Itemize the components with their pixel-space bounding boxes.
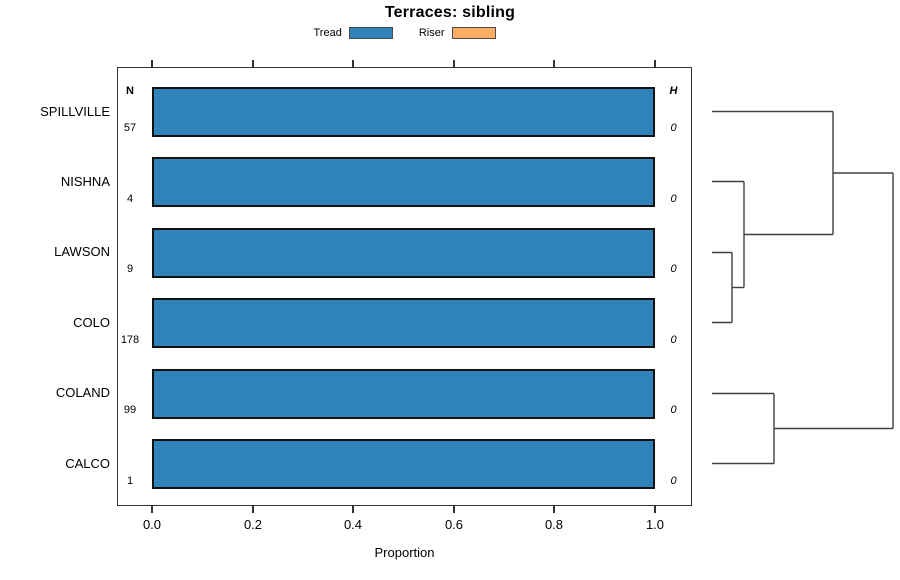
- tread-bar-nishna: [152, 157, 655, 207]
- n-value: 9: [126, 263, 134, 275]
- category-label-spillville: SPILLVILLE: [40, 104, 110, 119]
- n-value: 99: [123, 404, 137, 416]
- tread-bar-calco: [152, 439, 655, 489]
- legend-swatch-riser: [451, 27, 496, 39]
- x-tick-label: 1.0: [645, 517, 665, 532]
- tread-bar-coland: [152, 369, 655, 419]
- tread-bar-spillville: [152, 87, 655, 137]
- h-column-header: H: [669, 85, 678, 97]
- tread-bar-colo: [152, 298, 655, 348]
- axis-tick: [252, 506, 254, 513]
- axis-tick: [654, 60, 656, 67]
- axis-tick: [654, 506, 656, 513]
- n-value: 1: [126, 475, 134, 487]
- plot-frame: [117, 67, 692, 506]
- axis-tick: [151, 506, 153, 513]
- h-value: 0: [670, 334, 677, 346]
- n-value: 57: [123, 122, 137, 134]
- axis-tick: [151, 60, 153, 67]
- chart-title: Terraces: sibling: [384, 4, 516, 21]
- h-value: 0: [670, 122, 677, 134]
- axis-tick: [252, 60, 254, 67]
- legend-label-tread: Tread: [313, 27, 342, 39]
- axis-tick: [453, 506, 455, 513]
- category-label-colo: COLO: [73, 315, 110, 330]
- tread-bar-lawson: [152, 228, 655, 278]
- h-value: 0: [670, 193, 677, 205]
- axis-tick: [352, 60, 354, 67]
- legend-item-riser: Riser: [419, 27, 496, 39]
- legend: Tread Riser: [117, 25, 692, 41]
- category-label-calco: CALCO: [65, 456, 110, 471]
- category-label-coland: COLAND: [55, 385, 110, 400]
- legend-item-tread: Tread: [314, 27, 393, 39]
- category-label-nishna: NISHNA: [60, 174, 110, 189]
- axis-tick: [352, 506, 354, 513]
- axis-tick: [553, 60, 555, 67]
- x-tick-label: 0.6: [444, 517, 464, 532]
- legend-swatch-tread: [348, 27, 393, 39]
- axis-tick: [553, 506, 555, 513]
- h-value: 0: [670, 475, 677, 487]
- legend-label-riser: Riser: [418, 27, 445, 39]
- n-value: 4: [126, 193, 134, 205]
- h-value: 0: [670, 404, 677, 416]
- n-value: 178: [120, 334, 140, 346]
- axis-tick: [453, 60, 455, 67]
- category-label-lawson: LAWSON: [54, 244, 110, 259]
- n-column-header: N: [126, 85, 134, 97]
- x-tick-label: 0.0: [142, 517, 162, 532]
- x-tick-label: 0.8: [544, 517, 564, 532]
- x-tick-label: 0.4: [343, 517, 363, 532]
- x-tick-label: 0.2: [243, 517, 263, 532]
- x-axis-label: Proportion: [374, 545, 435, 560]
- h-value: 0: [670, 263, 677, 275]
